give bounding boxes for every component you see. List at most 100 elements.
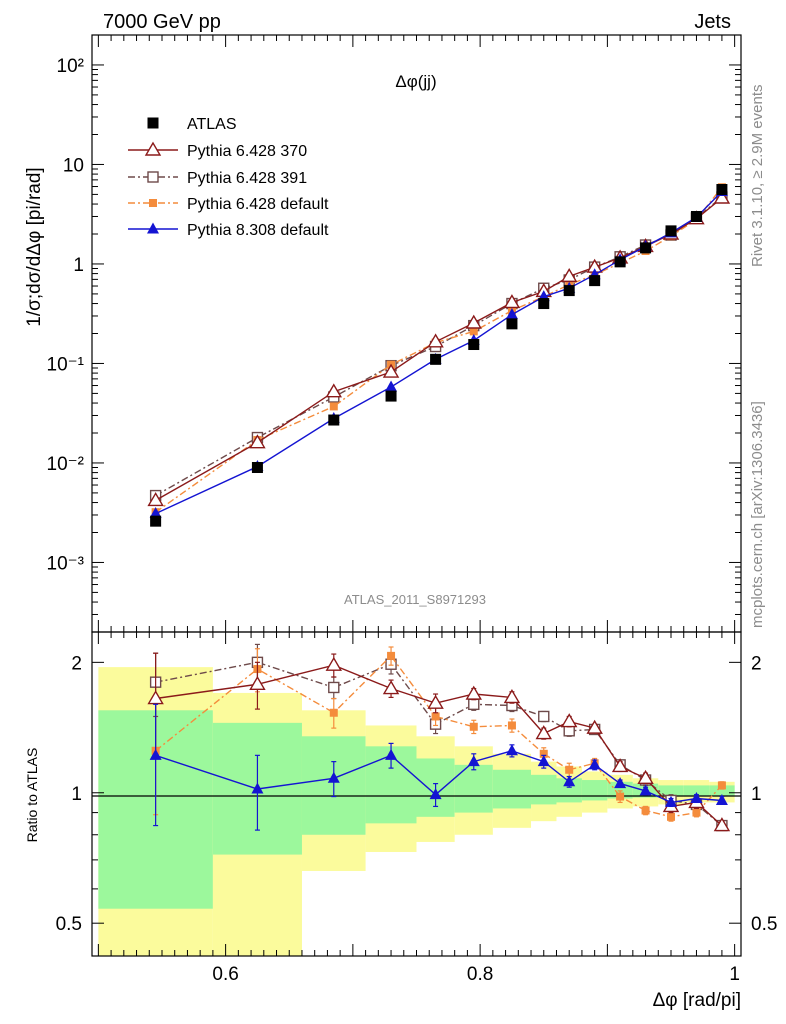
point-atlas [716,184,728,196]
y-tick-label: 10⁻² [47,454,85,475]
ratio-bands [98,667,735,956]
point-atlas [589,275,601,287]
point-atlas [563,285,575,297]
band-inner-segment [454,764,493,813]
x-tick-label: 0.8 [467,964,493,985]
ratio-point-pythia-6-428-default [431,712,440,721]
ratio-point-pythia-6-428-391 [328,681,340,694]
ratio-point-pythia-6-428-370 [586,719,603,734]
point-atlas [468,339,480,351]
side-label-top: Rivet 3.1.10, ≥ 2.9M events [749,85,766,268]
y-tick-label: 10⁻³ [47,553,85,574]
band-inner-segment [709,785,735,797]
ratio-point-pythia-6-428-370 [249,675,266,690]
point-pythia-6-428-370 [249,434,266,449]
point-pythia-6-428-370 [427,333,444,348]
ratio-y-tick-label-right: 1 [751,784,762,805]
point-atlas [614,256,626,268]
ratio-y-tick-label: 1 [71,784,82,805]
ratio-point-pythia-6-428-default [469,722,478,731]
y-tick-label: 10⁻¹ [47,354,85,375]
ratio-point-pythia-6-428-default [616,792,625,801]
legend: ATLAS Pythia 6.428 370 Pythia 6.428 391 Pyt… [128,116,329,239]
point-atlas [506,318,518,330]
point-pythia-8-308-default [385,380,398,392]
band-inner-segment [658,785,684,797]
ratio-point-pythia-8-308-default [385,748,398,760]
point-pythia-8-308-default [149,507,162,519]
ratio-point-pythia-6-428-391 [468,698,480,711]
ratio-point-pythia-6-428-370 [611,758,629,773]
ratio-point-pythia-8-308-default [563,775,576,787]
ratio-point-pythia-6-428-default [539,749,548,758]
ratio-point-pythia-8-308-default [429,788,442,800]
main-panel: 10⁻³ 10⁻² 10⁻¹ 1 10 10² Δφ(jj) ATLAS_2011_S89… [24,34,742,633]
point-atlas [640,242,652,254]
point-atlas [385,390,397,402]
ratio-point-pythia-6-428-370 [382,680,400,695]
y-tick-label: 10² [57,56,84,77]
ratio-point-pythia-8-308-default [614,777,627,789]
header-left-title: 7000 GeV pp [103,11,221,33]
ratio-point-pythia-6-428-370 [325,656,343,671]
ratio-axes: 0.5 0.5 1 1 2 2 0.6 0.8 1 [56,632,777,985]
legend-label-pythia-6-428-370: Pythia 6.428 370 [187,143,307,160]
point-atlas [665,225,677,237]
band-inner-segment [492,769,532,809]
legend-label-pythia-6-428-391: Pythia 6.428 391 [187,170,307,187]
ratio-point-pythia-6-428-391 [538,710,550,723]
ratio-y-tick-label: 0.5 [56,914,82,935]
ratio-point-pythia-6-428-370 [535,725,552,740]
ratio-point-pythia-8-308-default [639,784,652,796]
ratio-point-pythia-6-428-370 [465,685,482,700]
ratio-point-pythia-8-308-default [327,771,340,783]
ratio-point-pythia-6-428-default [717,781,726,790]
legend-marker-pythia-6-428-default [149,199,157,207]
point-atlas [251,462,263,474]
ratio-point-pythia-8-308-default [149,748,162,760]
point-pythia-6-428-370 [713,189,731,204]
ratio-point-pythia-8-308-default [467,755,480,767]
legend-label-pythia-8-308-default: Pythia 8.308 default [187,222,329,239]
ratio-point-pythia-8-308-default [537,755,550,767]
ratio-point-pythia-6-428-default [692,808,701,817]
ratio-point-pythia-6-428-370 [637,769,654,784]
ratio-point-pythia-8-308-default [251,782,264,794]
ratio-point-pythia-6-428-370 [560,713,578,728]
band-inner-segment [581,780,608,801]
ratio-point-pythia-6-428-370 [503,689,521,704]
legend-marker-pythia-6-428-370 [144,141,162,156]
ratio-y-tick-label-right: 2 [751,653,762,674]
x-tick-label: 0.6 [212,964,238,985]
main-ylabel: 1/σ;dσ/dΔφ [pi/rad] [24,167,45,326]
ratio-point-pythia-6-428-default [667,812,676,821]
legend-marker-atlas [147,117,159,129]
point-atlas [430,353,442,365]
ratio-point-pythia-8-308-default [665,795,678,807]
ratio-point-pythia-6-428-370 [713,817,731,832]
ratio-panel: 0.5 0.5 1 1 2 2 0.6 0.8 1 Ratio to ATLAS Δφ [rad… [24,631,777,1011]
ratio-point-pythia-6-428-default [329,708,338,717]
band-inner-segment [531,774,557,805]
band-inner-segment [683,785,710,797]
ratio-point-pythia-6-428-default [507,721,516,730]
ratio-point-pythia-6-428-default [565,765,574,774]
legend-label-atlas: ATLAS [187,116,237,133]
legend-marker-pythia-8-308-default [147,222,159,234]
ratio-line-pythia-6-428-default [155,654,723,818]
ratio-point-pythia-6-428-370 [147,690,164,705]
point-atlas [690,210,702,222]
point-pythia-8-308-default [505,308,518,320]
x-axis-label: Δφ [rad/pi] [653,990,741,1011]
main-axes: 10⁻³ 10⁻² 10⁻¹ 1 10 10² [47,34,741,633]
ratio-point-pythia-8-308-default [505,744,518,756]
ratio-point-pythia-6-428-default [387,651,396,660]
point-pythia-6-428-370 [325,383,343,398]
ratio-y-tick-label-right: 0.5 [751,914,777,935]
point-pythia-6-428-default [329,402,338,411]
main-curves [147,183,731,527]
point-pythia-6-428-370 [382,363,400,378]
legend-marker-pythia-6-428-391 [147,171,159,183]
ratio-curves [147,643,731,832]
